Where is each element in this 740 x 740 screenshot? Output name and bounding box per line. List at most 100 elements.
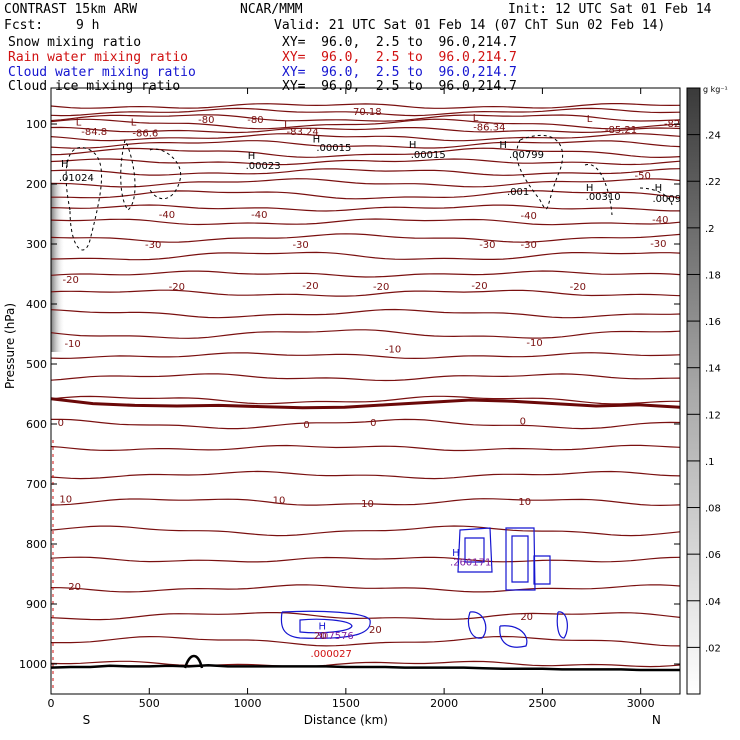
- snow-field-title: Snow mixing ratio: [8, 35, 142, 50]
- colorbar-tick-label: .04: [705, 597, 721, 608]
- isotherm-line: [51, 233, 680, 243]
- isotherm-line: [51, 373, 680, 382]
- mixing-ratio-label: .260171: [450, 557, 491, 568]
- y-axis-title: Pressure (hPa): [3, 303, 17, 389]
- isotherm-label: 0: [370, 418, 376, 429]
- isotherm-label: -30: [520, 240, 536, 251]
- model-title: CONTRAST 15km ARW: [4, 2, 138, 17]
- isotherm-label: -50: [634, 171, 650, 182]
- isotherm-label: -20: [62, 275, 78, 286]
- colorbar-unit: g kg⁻¹: [703, 85, 728, 94]
- isotherm-line: [51, 251, 680, 261]
- isotherm-label: -20: [302, 281, 318, 292]
- cloud-ice-contour: [149, 148, 182, 200]
- isotherm-label: -86.6: [132, 128, 158, 139]
- cloud-water-field-title: Cloud water mixing ratio: [8, 65, 196, 80]
- cloud-water-contour: [499, 625, 528, 648]
- isotherm-label: -10: [385, 344, 401, 355]
- north-end-label: N: [652, 713, 661, 727]
- isotherm-label: 0: [303, 420, 309, 431]
- high-marker: H: [61, 159, 69, 170]
- isotherm-label: -80: [247, 115, 263, 126]
- x-axis-title: Distance (km): [304, 713, 388, 727]
- cloud-ice-field-title: Cloud ice mixing ratio: [8, 79, 181, 94]
- isotherm-line: [51, 178, 680, 188]
- forecast-label: Fcst:: [4, 18, 44, 33]
- isotherm-label: -20: [570, 282, 586, 293]
- cloud-ice-contour: [516, 135, 564, 210]
- isotherm-line: [51, 103, 680, 109]
- isotherm-line: [51, 470, 680, 480]
- x-tick-label: 3000: [627, 697, 655, 710]
- colorbar-tick-label: .18: [705, 270, 721, 281]
- x-tick-label: 500: [139, 697, 160, 710]
- isotherm-line: [51, 660, 680, 668]
- snow-field-xy: XY= 96.0, 2.5 to 96.0,214.7: [282, 35, 517, 50]
- colorbar-tick-label: .14: [705, 364, 721, 375]
- y-tick-label: 200: [26, 178, 47, 191]
- y-tick-label: 100: [26, 118, 47, 131]
- isotherm-line: [51, 584, 680, 593]
- isotherm-label: -40: [251, 210, 267, 221]
- colorbar-tick-label: .02: [705, 643, 721, 654]
- x-tick-label: 1000: [234, 697, 262, 710]
- cloud-water-contour: [299, 618, 353, 634]
- isotherm-label: -20: [471, 281, 487, 292]
- cloud-water-contour: [505, 527, 536, 591]
- isotherm-line: [51, 612, 680, 621]
- isotherm-line: [51, 418, 680, 430]
- isotherm-label: -83.24: [286, 127, 318, 138]
- valid-time: Valid: 21 UTC Sat 01 Feb 14 (07 ChT Sun …: [274, 18, 666, 33]
- colorbar-tick-label: .2: [705, 224, 715, 235]
- cloud-ice-field-xy: XY= 96.0, 2.5 to 96.0,214.7: [282, 79, 517, 94]
- y-tick-label: 400: [26, 298, 47, 311]
- isotherm-line: [51, 289, 680, 297]
- high-marker: H: [586, 183, 594, 194]
- isotherm-line: [51, 498, 680, 507]
- colorbar-tick-label: .24: [705, 131, 721, 142]
- mixing-ratio-label: .001: [507, 187, 529, 198]
- x-tick-label: 0: [48, 697, 55, 710]
- isotherm-label: -30: [292, 240, 308, 251]
- isotherm-line: [51, 635, 680, 647]
- mixing-ratio-label: .00310: [586, 192, 621, 203]
- low-marker: L: [284, 120, 290, 131]
- high-marker: H: [655, 183, 663, 194]
- isotherm-label: -30: [145, 240, 161, 251]
- org-label: NCAR/MMM: [240, 2, 303, 17]
- mixing-ratio-label: .0009: [652, 194, 681, 205]
- low-marker: L: [473, 113, 479, 124]
- zero-isotherm-line: [51, 397, 680, 410]
- isotherm-line: [51, 444, 680, 452]
- cloud-ice-contour: [584, 164, 613, 216]
- colorbar-tick-label: .1: [705, 457, 715, 468]
- cloud-water-contour: [280, 610, 371, 639]
- mixing-ratio-label: .000027: [310, 649, 351, 660]
- isotherm-label: -70.18: [349, 107, 381, 118]
- mixing-ratio-label: .00799: [509, 150, 544, 161]
- isotherm-line: [51, 126, 680, 134]
- isotherm-label: 10: [59, 494, 72, 505]
- forecast-hour: 9 h: [76, 18, 100, 33]
- x-tick-label: 2000: [430, 697, 458, 710]
- isotherm-label: 10: [273, 496, 286, 507]
- high-marker: H: [248, 151, 256, 162]
- colorbar-tick-label: .16: [705, 317, 721, 328]
- isotherm-label: 10: [361, 499, 374, 510]
- isotherm-label: -10: [526, 338, 542, 349]
- high-marker: H: [409, 140, 417, 151]
- isotherm-line: [51, 218, 680, 226]
- high-marker: H: [318, 622, 326, 633]
- isotherm-label: -30: [479, 240, 495, 251]
- high-marker: H: [452, 548, 460, 559]
- isotherm-line: [51, 168, 680, 176]
- isotherm-label: 0: [520, 416, 526, 427]
- isotherm-label: -20: [373, 282, 389, 293]
- mixing-ratio-label: .00023: [246, 161, 281, 172]
- isotherm-label: 20: [314, 631, 327, 642]
- isotherm-line: [51, 308, 680, 319]
- isotherm-line: [51, 329, 680, 339]
- cloud-ice-contour: [120, 139, 136, 211]
- y-tick-label: 500: [26, 358, 47, 371]
